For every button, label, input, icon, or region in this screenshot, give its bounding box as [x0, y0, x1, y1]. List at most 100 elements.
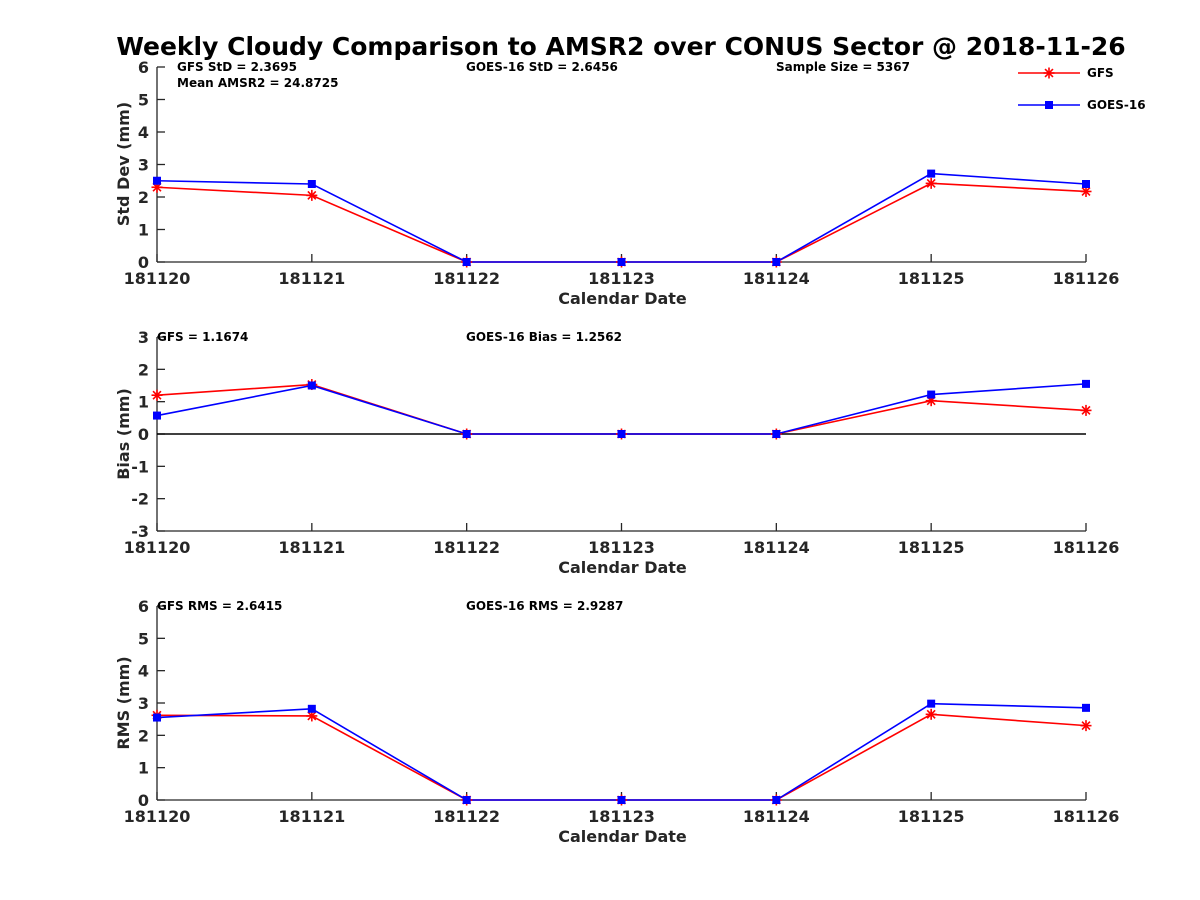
- plots: 0 1 2 3 4 5 6 181120 181121 181122 181123 181124 181…: [114, 58, 1119, 846]
- x-tick-label: 181124: [743, 538, 810, 557]
- point-gfs-stroke: [307, 190, 317, 200]
- point-gfs-stroke: [152, 390, 162, 400]
- stat-annotation: Mean AMSR2 = 24.8725: [177, 76, 338, 90]
- point-goes-16: [1082, 703, 1090, 712]
- point-gfs-stroke: [1081, 721, 1091, 731]
- y-tick-label: 3: [138, 694, 149, 713]
- y-tick-label: 6: [138, 597, 149, 616]
- y-tick-label: 6: [138, 58, 149, 77]
- y-tick-label: 1: [138, 393, 149, 412]
- y-tick-label: 0: [138, 425, 149, 444]
- point-goes-16: [772, 430, 781, 438]
- x-tick-label: 181126: [1053, 807, 1120, 826]
- x-tick-label: 181123: [588, 538, 655, 557]
- x-tick-label: 181120: [124, 269, 191, 288]
- legend-entry: GFS: [1018, 66, 1114, 80]
- point-goes-16: [617, 796, 626, 804]
- y-tick-label: 3: [138, 156, 149, 175]
- y-tick-label: -1: [131, 457, 149, 476]
- y-tick-label: 1: [138, 221, 149, 240]
- y-axis-label: RMS (mm): [114, 656, 133, 749]
- series-line-goes-16: [156, 172, 1087, 263]
- legend-label: GOES-16: [1087, 98, 1146, 112]
- stat-annotation: GOES-16 StD = 2.6456: [466, 60, 618, 74]
- point-goes-16: [927, 169, 936, 178]
- legend-marker: [1045, 101, 1053, 109]
- x-tick-label: 181122: [433, 269, 500, 288]
- point-gfs-stroke: [926, 178, 936, 188]
- x-tick-label: 181124: [743, 269, 810, 288]
- point-goes-16: [772, 796, 781, 804]
- stat-annotation: GFS RMS = 2.6415: [157, 599, 282, 613]
- point-goes-16: [617, 258, 626, 266]
- y-tick-label: 2: [138, 726, 149, 745]
- x-tick-label: 181123: [588, 269, 655, 288]
- series-line-gfs: [156, 383, 1087, 435]
- y-tick-label: 2: [138, 360, 149, 379]
- legend: GFS GOES-16: [1018, 66, 1146, 112]
- legend-entry: GOES-16: [1018, 98, 1146, 112]
- x-tick-label: 181122: [433, 538, 500, 557]
- x-tick-label: 181126: [1053, 538, 1120, 557]
- point-goes-16: [307, 381, 316, 390]
- point-goes-16: [1082, 180, 1090, 188]
- point-goes-16: [617, 430, 626, 438]
- x-tick-label: 181121: [278, 807, 345, 826]
- y-tick-label: 4: [138, 123, 149, 142]
- x-tick-label: 181125: [898, 269, 965, 288]
- y-tick-label: 0: [138, 253, 149, 272]
- y-axis-label: Std Dev (mm): [114, 102, 133, 226]
- point-goes-16: [307, 180, 316, 188]
- x-tick-label: 181120: [124, 538, 191, 557]
- y-axis-label: Bias (mm): [114, 388, 133, 480]
- series-line-gfs: [156, 713, 1087, 801]
- stat-annotation: GFS StD = 2.3695: [177, 60, 297, 74]
- x-tick-label: 181126: [1053, 269, 1120, 288]
- panel-1: 0 1 2 3 4 5 6 181120 181121 181122 181123 181124 181…: [114, 58, 1119, 308]
- point-goes-16: [307, 704, 316, 713]
- point-gfs-stroke: [307, 711, 317, 721]
- point-goes-16: [462, 430, 471, 438]
- x-tick-label: 181123: [588, 807, 655, 826]
- x-tick-label: 181121: [278, 269, 345, 288]
- y-tick-label: 2: [138, 188, 149, 207]
- y-tick-label: 4: [138, 662, 149, 681]
- point-gfs-stroke: [926, 709, 936, 719]
- point-gfs: [306, 189, 318, 201]
- x-tick-label: 181125: [898, 538, 965, 557]
- x-tick-label: 181125: [898, 807, 965, 826]
- stat-annotation: Sample Size = 5367: [776, 60, 910, 74]
- point-goes-16: [462, 796, 471, 804]
- point-gfs: [1080, 404, 1092, 416]
- x-axis-label: Calendar Date: [558, 558, 687, 577]
- point-gfs: [151, 389, 163, 401]
- point-gfs-stroke: [1081, 405, 1091, 415]
- panel-2: -3 -2 -1 0 1 2 3 181120 181121 181122 181123 181124…: [114, 328, 1119, 577]
- point-goes-16: [153, 713, 161, 722]
- point-goes-16: [927, 390, 936, 399]
- point-goes-16: [1082, 379, 1090, 388]
- y-tick-label: 3: [138, 328, 149, 347]
- point-gfs: [1080, 720, 1092, 732]
- x-axis-label: Calendar Date: [558, 827, 687, 846]
- y-tick-label: 5: [138, 629, 149, 648]
- point-goes-16: [153, 176, 161, 185]
- figure-title: Weekly Cloudy Comparison to AMSR2 over C…: [116, 32, 1125, 61]
- point-gfs: [925, 708, 937, 720]
- y-tick-label: -3: [131, 522, 149, 541]
- point-goes-16: [462, 258, 471, 266]
- panel-3: 0 1 2 3 4 5 6 181120 181121 181122 181123 181124 181…: [114, 597, 1119, 846]
- point-goes-16: [927, 699, 936, 708]
- point-goes-16: [153, 411, 161, 420]
- y-tick-label: -2: [131, 490, 149, 509]
- x-axis-label: Calendar Date: [558, 289, 687, 308]
- legend-marker: [1043, 67, 1055, 79]
- x-tick-label: 181124: [743, 807, 810, 826]
- legend-label: GFS: [1087, 66, 1114, 80]
- stat-annotation: GOES-16 Bias = 1.2562: [466, 330, 622, 344]
- point-gfs: [925, 177, 937, 189]
- point-goes-16: [772, 258, 781, 266]
- x-tick-label: 181120: [124, 807, 191, 826]
- x-tick-label: 181122: [433, 807, 500, 826]
